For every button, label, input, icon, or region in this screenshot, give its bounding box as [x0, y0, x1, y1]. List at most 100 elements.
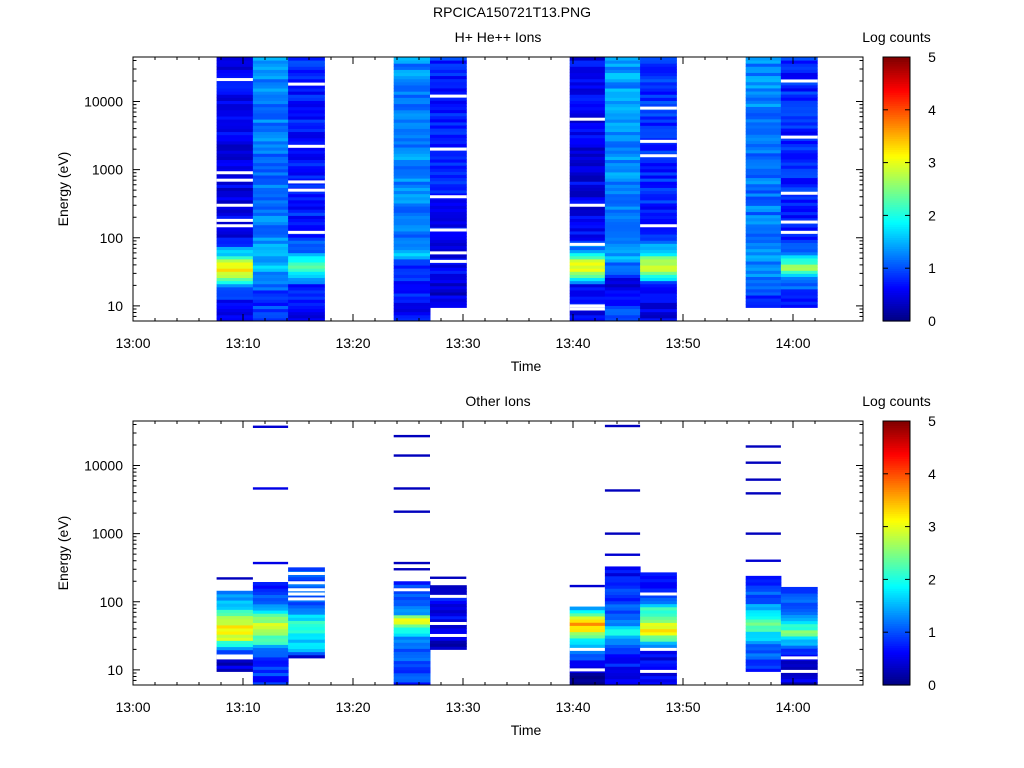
energy-bin	[288, 243, 325, 247]
energy-bin	[745, 233, 782, 237]
energy-bin	[393, 212, 431, 216]
energy-bin	[569, 63, 606, 67]
energy-bin	[640, 227, 677, 232]
energy-bin	[216, 255, 254, 260]
colorbar-frame	[882, 56, 911, 322]
energy-bin	[393, 584, 431, 588]
energy-bin	[745, 125, 782, 129]
colorbar-segment	[883, 671, 910, 675]
energy-bin	[393, 590, 431, 594]
energy-bin	[288, 614, 325, 618]
x-tick-label: 13:10	[225, 335, 260, 351]
energy-bin	[780, 617, 818, 622]
colorbar-segment	[883, 180, 910, 183]
energy-bin	[288, 573, 325, 578]
energy-bin	[252, 265, 289, 269]
energy-bin	[640, 672, 677, 677]
energy-bin	[780, 106, 818, 111]
energy-bin	[216, 305, 254, 310]
sparse-count-line	[252, 561, 289, 565]
data-gap	[780, 220, 818, 224]
energy-bin	[640, 666, 677, 670]
energy-bin	[640, 584, 677, 589]
spectrogram-column	[604, 424, 641, 686]
energy-bin	[640, 206, 677, 210]
colorbar-segment	[883, 658, 910, 662]
energy-bin	[393, 147, 431, 151]
energy-bin	[745, 606, 782, 611]
energy-bin	[252, 178, 289, 182]
energy-bin	[780, 276, 818, 281]
energy-bin	[780, 651, 818, 655]
energy-bin	[393, 153, 431, 157]
energy-bin	[288, 617, 325, 621]
energy-bin	[640, 230, 677, 235]
energy-bin	[604, 150, 641, 154]
data-gap	[430, 228, 467, 232]
energy-bin	[393, 171, 431, 176]
energy-bin	[604, 75, 641, 80]
energy-bin	[604, 616, 641, 620]
colorbar-segment	[883, 434, 910, 437]
energy-bin	[604, 660, 641, 664]
data-gap	[430, 147, 467, 151]
energy-bin	[604, 597, 641, 602]
energy-bin	[780, 189, 818, 194]
energy-bin	[745, 585, 782, 589]
colorbar-segment	[883, 608, 910, 611]
x-tick-label: 13:20	[335, 699, 370, 715]
energy-bin	[252, 230, 289, 235]
energy-bin	[430, 254, 467, 259]
energy-bin	[604, 305, 641, 310]
energy-bin	[780, 614, 818, 619]
energy-bin	[430, 288, 467, 293]
energy-bin	[252, 159, 289, 164]
energy-bin	[780, 131, 818, 135]
energy-bin	[640, 84, 677, 89]
data-gap	[640, 154, 677, 158]
colorbar-segment	[883, 634, 910, 638]
energy-bin	[569, 199, 606, 204]
energy-bin	[393, 617, 431, 622]
colorbar-segment	[883, 645, 910, 649]
energy-bin	[745, 591, 782, 595]
energy-bin	[640, 156, 677, 160]
energy-bin	[604, 678, 641, 683]
energy-bin	[252, 644, 289, 649]
energy-bin	[640, 572, 677, 576]
energy-bin	[288, 137, 325, 142]
energy-bin	[569, 299, 606, 303]
energy-bin	[430, 270, 467, 274]
energy-bin	[745, 112, 782, 117]
energy-bin	[430, 627, 467, 632]
energy-bin	[604, 143, 641, 148]
energy-bin	[252, 255, 289, 260]
x-tick-label: 13:10	[225, 699, 260, 715]
data-gap	[430, 594, 467, 598]
colorbar-segment	[883, 438, 910, 442]
energy-bin	[216, 193, 254, 198]
energy-bin	[640, 75, 677, 80]
x-tick-label: 13:40	[555, 335, 590, 351]
energy-bin	[216, 596, 254, 601]
energy-bin	[569, 103, 606, 108]
energy-bin	[640, 274, 677, 279]
energy-bin	[288, 97, 325, 101]
energy-bin	[745, 245, 782, 250]
energy-bin	[216, 215, 254, 220]
energy-bin	[640, 178, 677, 182]
colorbar-segment	[883, 647, 910, 651]
energy-bin	[604, 296, 641, 300]
energy-bin	[393, 657, 431, 662]
colorbar-segment	[883, 140, 910, 144]
energy-bin	[745, 103, 782, 107]
energy-bin	[745, 131, 782, 135]
data-gap	[216, 654, 254, 658]
energy-bin	[780, 223, 818, 228]
energy-bin	[745, 106, 782, 111]
energy-bin	[252, 299, 289, 303]
energy-bin	[288, 293, 325, 297]
energy-bin	[252, 243, 289, 247]
energy-bin	[288, 268, 325, 272]
energy-bin	[252, 131, 289, 136]
